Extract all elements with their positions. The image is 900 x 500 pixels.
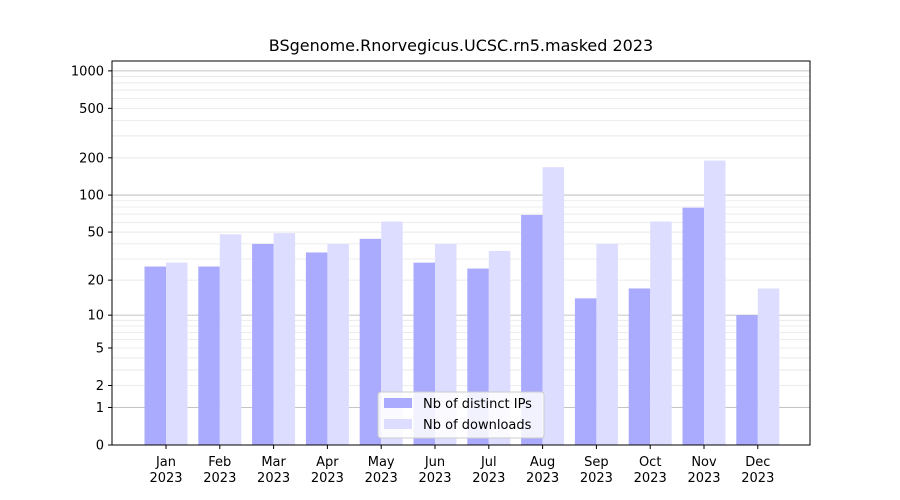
bar-distinct-ips-jan — [144, 266, 166, 445]
x-tick-label-month: Mar — [261, 455, 286, 470]
x-tick-label-month: Jan — [155, 455, 176, 470]
y-tick-label: 50 — [87, 226, 104, 241]
bar-downloads-feb — [219, 234, 242, 445]
y-tick-label: 100 — [79, 189, 104, 204]
bar-downloads-may — [381, 221, 403, 445]
x-tick-label-month: Jul — [480, 455, 497, 470]
x-tick-label-year: 2023 — [149, 471, 182, 486]
x-tick-label-month: Oct — [639, 455, 661, 470]
x-tick-label-year: 2023 — [687, 471, 720, 486]
x-tick-label-year: 2023 — [580, 471, 613, 486]
bar-downloads-jan — [166, 262, 188, 445]
x-tick-label-year: 2023 — [311, 471, 344, 486]
bar-distinct-ips-oct — [628, 288, 651, 445]
x-tick-label-month: Nov — [691, 455, 717, 470]
bar-downloads-aug — [542, 167, 565, 445]
plot-frame — [111, 60, 811, 446]
x-tick-label-year: 2023 — [203, 471, 236, 486]
x-tick-label-year: 2023 — [634, 471, 667, 486]
bar-distinct-ips-feb — [198, 266, 220, 445]
legend-label: Nb of distinct IPs — [423, 397, 532, 412]
y-axis: 0 1 2 5 10 20 50 100 200 500 1000 — [71, 64, 112, 454]
bar-downloads-nov — [704, 160, 726, 446]
y-tick-label: 500 — [79, 102, 104, 117]
x-tick-label-year: 2023 — [472, 471, 505, 486]
x-tick-label-year: 2023 — [365, 471, 398, 486]
legend-swatch — [384, 419, 412, 429]
x-tick-label-month: Feb — [208, 455, 231, 470]
bar-downloads-oct — [650, 221, 672, 445]
bar-distinct-ips-may — [359, 238, 382, 445]
bar-distinct-ips-apr — [305, 252, 328, 445]
y-tick-label: 2 — [96, 379, 104, 394]
y-tick-label: 1000 — [71, 64, 104, 79]
bar-downloads-mar — [273, 233, 296, 445]
bar-distinct-ips-sep — [574, 298, 597, 445]
y-tick-label: 20 — [87, 274, 104, 289]
bar-distinct-ips-aug — [521, 214, 543, 445]
legend-swatch — [384, 398, 412, 408]
y-tick-label: 0 — [96, 439, 104, 454]
x-tick-label-month: Dec — [745, 455, 770, 470]
y-tick-label: 5 — [96, 341, 104, 356]
bar-downloads-sep — [596, 243, 618, 445]
bar-distinct-ips-dec — [736, 315, 758, 445]
x-tick-label-year: 2023 — [257, 471, 290, 486]
legend-label: Nb of downloads — [423, 418, 532, 433]
x-tick-label-month: Sep — [584, 455, 609, 470]
bar-downloads-dec — [757, 288, 780, 445]
chart-title: BSgenome.Rnorvegicus.UCSC.rn5.masked 202… — [269, 36, 653, 55]
bar-downloads-apr — [327, 243, 349, 445]
y-tick-label: 200 — [79, 151, 104, 166]
x-tick-label-month: Jun — [424, 455, 445, 470]
y-tick-label: 10 — [87, 309, 104, 324]
x-tick-label-year: 2023 — [418, 471, 451, 486]
x-tick-label-year: 2023 — [526, 471, 559, 486]
y-tick-label: 1 — [96, 401, 104, 416]
legend-box — [377, 391, 545, 439]
x-tick-label-month: Apr — [316, 455, 339, 470]
bar-distinct-ips-nov — [682, 207, 704, 445]
x-tick-label-month: May — [368, 455, 395, 470]
bar-distinct-ips-mar — [252, 243, 274, 445]
legend: Nb of distinct IPs Nb of downloads — [377, 391, 545, 439]
x-tick-label-year: 2023 — [741, 471, 774, 486]
x-tick-label-month: Aug — [530, 455, 555, 470]
x-axis: Jan2023Feb2023Mar2023Apr2023May2023Jun20… — [149, 445, 774, 486]
